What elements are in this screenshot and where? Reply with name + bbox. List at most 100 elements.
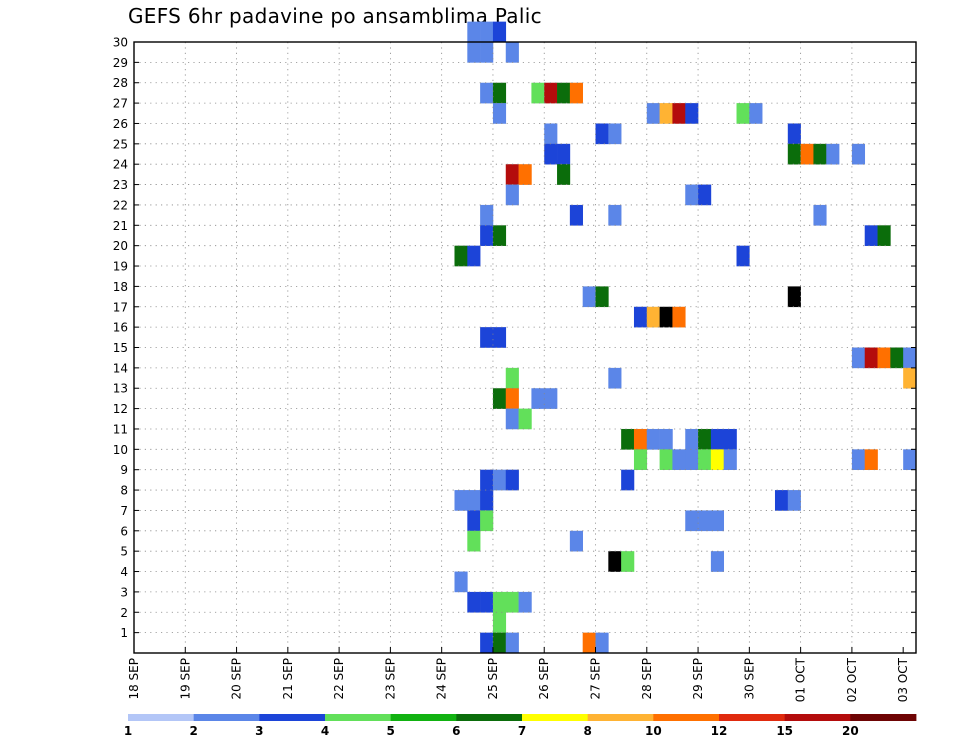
heatmap-cell <box>813 204 827 226</box>
heatmap-cell <box>531 82 545 104</box>
heatmap-cell <box>531 388 545 409</box>
heatmap-cell <box>800 143 814 165</box>
x-tick-label: 18 SEP <box>127 658 141 700</box>
plot-frame <box>133 41 917 654</box>
heatmap-cell <box>518 408 532 430</box>
legend-swatch <box>259 714 326 721</box>
heatmap-cell <box>492 632 507 654</box>
heatmap-cell <box>595 632 609 654</box>
legend-label: 6 <box>452 724 460 738</box>
legend-label: 20 <box>842 724 859 738</box>
heatmap-cell <box>710 510 725 532</box>
heatmap-cells <box>454 21 917 654</box>
heatmap-cell <box>813 143 827 165</box>
heatmap-cell <box>736 103 750 124</box>
heatmap-cell <box>480 510 494 532</box>
x-tick-label: 23 SEP <box>383 658 397 700</box>
legend-swatch <box>784 714 851 721</box>
x-tick-label: 19 SEP <box>178 658 192 700</box>
heatmap-cell <box>492 21 507 43</box>
legend-label: 2 <box>189 724 197 738</box>
x-tick-label: 30 SEP <box>742 658 756 700</box>
y-tick-label: 28 <box>113 76 128 90</box>
heatmap-cell <box>659 103 673 124</box>
y-tick-label: 10 <box>113 443 128 457</box>
heatmap-cell <box>608 551 622 572</box>
heatmap-cell <box>787 143 801 165</box>
heatmap-cell <box>582 632 596 654</box>
heatmap-cell <box>569 530 583 552</box>
heatmap-cell <box>621 428 635 450</box>
y-tick-label: 6 <box>120 524 128 538</box>
heatmap-cell <box>710 428 725 450</box>
heatmap-cell <box>544 388 558 409</box>
y-tick-label: 26 <box>113 117 128 131</box>
heatmap-cell <box>659 449 673 470</box>
heatmap-cell <box>685 449 699 470</box>
heatmap-cell <box>710 551 725 572</box>
heatmap-cell <box>544 82 558 104</box>
y-tick-label: 2 <box>120 606 128 620</box>
heatmap-cell <box>480 490 494 511</box>
heatmap-cell <box>544 143 558 165</box>
heatmap-cell <box>685 184 699 206</box>
x-tick-label: 02 OCT <box>845 657 859 702</box>
heatmap-cell <box>480 632 494 654</box>
x-tick-label: 24 SEP <box>435 658 449 700</box>
legend-swatch <box>653 714 720 721</box>
axis-ticks <box>133 41 916 653</box>
heatmap-cell <box>646 103 660 124</box>
heatmap-cell <box>582 286 596 308</box>
heatmap-cell <box>646 306 660 328</box>
heatmap-cell <box>723 449 737 470</box>
y-tick-label: 17 <box>113 300 128 314</box>
heatmap-cell <box>633 449 648 470</box>
legend-swatch <box>325 714 392 721</box>
heatmap-cell <box>505 632 519 654</box>
x-tick-label: 20 SEP <box>230 658 244 700</box>
y-tick-label: 7 <box>120 504 128 518</box>
x-tick-label: 28 SEP <box>640 658 654 700</box>
heatmap-cell <box>864 347 878 369</box>
heatmap-cell <box>633 306 648 328</box>
heatmap-cell <box>787 123 801 145</box>
heatmap-cell <box>518 164 532 185</box>
y-tick-label: 23 <box>113 178 128 192</box>
heatmap-cell <box>467 490 481 511</box>
y-tick-label: 30 <box>113 36 128 50</box>
heatmap-cell <box>505 42 519 63</box>
y-tick-label: 25 <box>113 137 128 151</box>
heatmap-cell <box>608 204 622 226</box>
y-tick-label: 11 <box>113 422 128 436</box>
heatmap-cell <box>595 123 609 145</box>
heatmap-cell <box>557 143 571 165</box>
heatmap-cell <box>480 204 494 226</box>
y-tick-label: 13 <box>113 382 128 396</box>
heatmap-cell <box>467 591 481 613</box>
heatmap-cell <box>621 551 635 572</box>
legend-swatch <box>456 714 523 721</box>
heatmap-cell <box>569 204 583 226</box>
color-legend: 1 2 3 4 5 6 7 8 10 12 15 20 <box>124 714 917 738</box>
x-tick-label: 25 SEP <box>486 658 500 700</box>
heatmap-cell <box>480 82 494 104</box>
y-tick-label: 29 <box>113 56 128 70</box>
y-tick-label: 20 <box>113 239 128 253</box>
heatmap-cell <box>557 82 571 104</box>
legend-label: 8 <box>583 724 591 738</box>
heatmap-cell <box>505 184 519 206</box>
y-tick-label: 12 <box>113 402 128 416</box>
heatmap-cell <box>492 82 507 104</box>
x-tick-label: 21 SEP <box>281 658 295 700</box>
heatmap-cell <box>851 449 866 470</box>
heatmap-cell <box>480 21 494 43</box>
legend-label: 10 <box>645 724 662 738</box>
y-tick-label: 1 <box>120 626 128 640</box>
heatmap-cell <box>903 347 917 369</box>
heatmap-cell <box>633 428 648 450</box>
legend-swatch <box>587 714 654 721</box>
heatmap-cell <box>492 103 507 124</box>
heatmap-cell <box>672 103 686 124</box>
heatmap-cell <box>492 612 507 633</box>
heatmap-cell <box>851 347 866 369</box>
